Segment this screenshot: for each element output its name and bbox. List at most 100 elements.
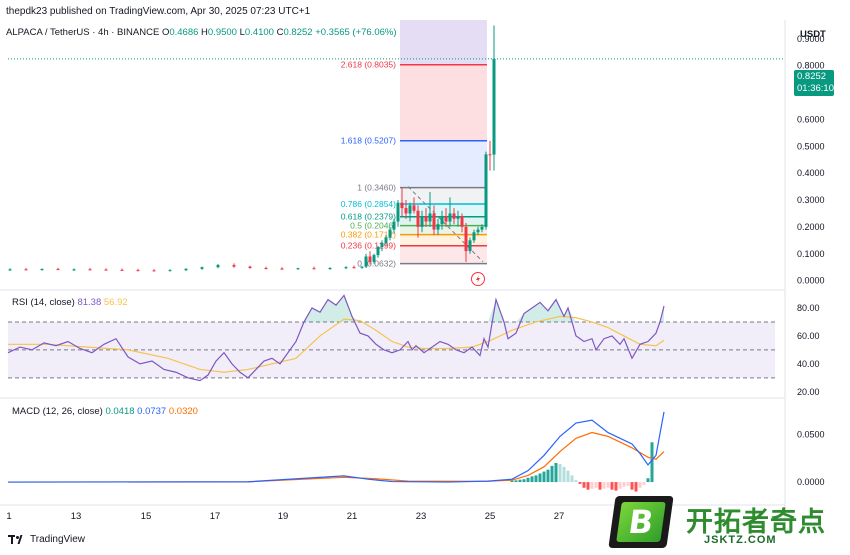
rsi-line — [7, 294, 665, 382]
macd-histogram-bar — [642, 482, 646, 485]
candle-body — [360, 266, 364, 268]
macd-line-value: 0.0737 — [137, 406, 167, 417]
close-value: 0.8252 — [283, 27, 313, 38]
price-tick-label: 0.8000 — [797, 61, 825, 71]
rsi-name: RSI (14, close) — [12, 297, 75, 308]
macd-histogram-bar — [614, 482, 618, 491]
candle-body — [352, 267, 356, 269]
candle-body — [476, 229, 480, 233]
candle-body — [216, 265, 220, 268]
price-tick-label: 0.0000 — [797, 276, 825, 286]
candle-body — [404, 208, 408, 214]
candle-body — [424, 216, 428, 222]
candle-body — [400, 202, 404, 209]
fib-level-label: 1 (0.3460) — [357, 183, 396, 193]
macd-histogram-bar — [562, 466, 566, 483]
macd-histogram-bar — [598, 482, 602, 490]
macd-histogram-bar — [650, 442, 654, 483]
candle-body — [440, 216, 444, 225]
candle-body — [312, 268, 316, 270]
candle-body — [24, 269, 28, 271]
candle-body — [428, 213, 432, 222]
candle-body — [380, 243, 384, 248]
price-tick-label: 0.4000 — [797, 168, 825, 178]
candle-body — [372, 255, 376, 262]
macd-histogram-bar — [622, 482, 626, 487]
candle-body — [72, 269, 76, 271]
rsi-title[interactable]: RSI (14, close) 81.38 56.92 — [12, 297, 128, 308]
high-label: H — [201, 27, 208, 38]
time-tick-label: 13 — [71, 511, 82, 522]
candle-body — [488, 154, 492, 156]
close-label: C — [276, 27, 284, 38]
fib-zone — [400, 64, 487, 141]
price-tick-label: 0.1000 — [797, 249, 825, 259]
rsi-overbought-fill — [8, 295, 664, 322]
flat-guide — [8, 269, 346, 270]
time-tick-label: 17 — [210, 511, 221, 522]
time-tick-label: 15 — [141, 511, 152, 522]
candle-body — [384, 237, 388, 244]
macd-histogram-bar — [558, 463, 562, 483]
candle-body — [468, 240, 472, 252]
candle-body — [376, 247, 380, 256]
candle-body — [452, 213, 456, 219]
brand-name[interactable]: TradingView — [30, 533, 86, 545]
candle-body — [392, 221, 396, 230]
price-tick-label: 0.6000 — [797, 114, 825, 124]
macd-histogram-bar — [522, 479, 526, 483]
low-label: L — [239, 27, 245, 38]
macd-histogram-bar — [586, 482, 590, 490]
candle-body — [328, 267, 332, 269]
candle-body — [480, 226, 484, 230]
candle-body — [388, 229, 392, 238]
time-tick-label: 19 — [278, 511, 289, 522]
macd-histogram-bar — [630, 482, 634, 490]
rsi-tick-label: 60.00 — [797, 331, 820, 341]
footer: TradingView — [8, 533, 85, 545]
candle-body — [296, 268, 300, 270]
macd-signal-value: 0.0320 — [168, 406, 198, 417]
candle-body — [264, 267, 268, 269]
open-value: 0.4686 — [169, 27, 199, 38]
candle-body — [168, 270, 172, 272]
candle-body — [460, 216, 464, 227]
rsi-pane — [7, 294, 775, 382]
change-value: +0.3565 (+76.06%) — [315, 27, 397, 38]
open-label: O — [161, 27, 170, 38]
macd-histogram-bar — [610, 482, 614, 490]
high-value: 0.9500 — [207, 27, 237, 38]
watermark-letter: B — [616, 502, 666, 542]
macd-name: MACD (12, 26, close) — [12, 406, 103, 417]
fib-level-label: 0 (0.0632) — [357, 259, 396, 269]
fib-zone — [400, 187, 487, 204]
macd-histogram-bar — [534, 475, 538, 483]
fib-level-label: 0.618 (0.2379) — [341, 212, 396, 222]
price-tick-label: 0.2000 — [797, 222, 825, 232]
macd-title[interactable]: MACD (12, 26, close) 0.0418 0.0737 0.032… — [12, 406, 198, 417]
watermark-cn: 开拓者奇点 — [686, 507, 826, 538]
currency-label[interactable]: USDT — [800, 29, 826, 40]
macd-histogram-bar — [638, 482, 642, 488]
symbol-info: ALPACA / TetherUS · 4h · BINANCE O0.4686… — [6, 27, 397, 38]
low-value: 0.4100 — [244, 27, 274, 38]
candle-body — [104, 269, 108, 271]
candle-body — [136, 270, 140, 272]
last-price-tag: 0.8252 01:36:10 — [794, 70, 834, 96]
lightning-bolt-icon — [476, 275, 480, 283]
fib-level-label: 1.618 (0.5207) — [341, 136, 396, 146]
candle-body — [364, 256, 368, 267]
macd-histogram-bar — [550, 465, 554, 483]
macd-histogram-bar — [518, 479, 522, 483]
candle-body — [408, 205, 412, 214]
watermark-url: JSKTZ.COM — [704, 534, 777, 546]
candle-body — [40, 269, 44, 271]
rsi-value: 81.38 — [77, 297, 102, 308]
candle-body — [456, 216, 460, 219]
candle-body — [484, 154, 488, 227]
fib-level-label: 0.786 (0.2854) — [341, 199, 396, 209]
publisher-line: thepdk23 published on TradingView.com, A… — [6, 6, 311, 17]
candle-body — [200, 267, 204, 269]
symbol-name[interactable]: ALPACA / TetherUS · 4h · BINANCE — [6, 27, 160, 38]
